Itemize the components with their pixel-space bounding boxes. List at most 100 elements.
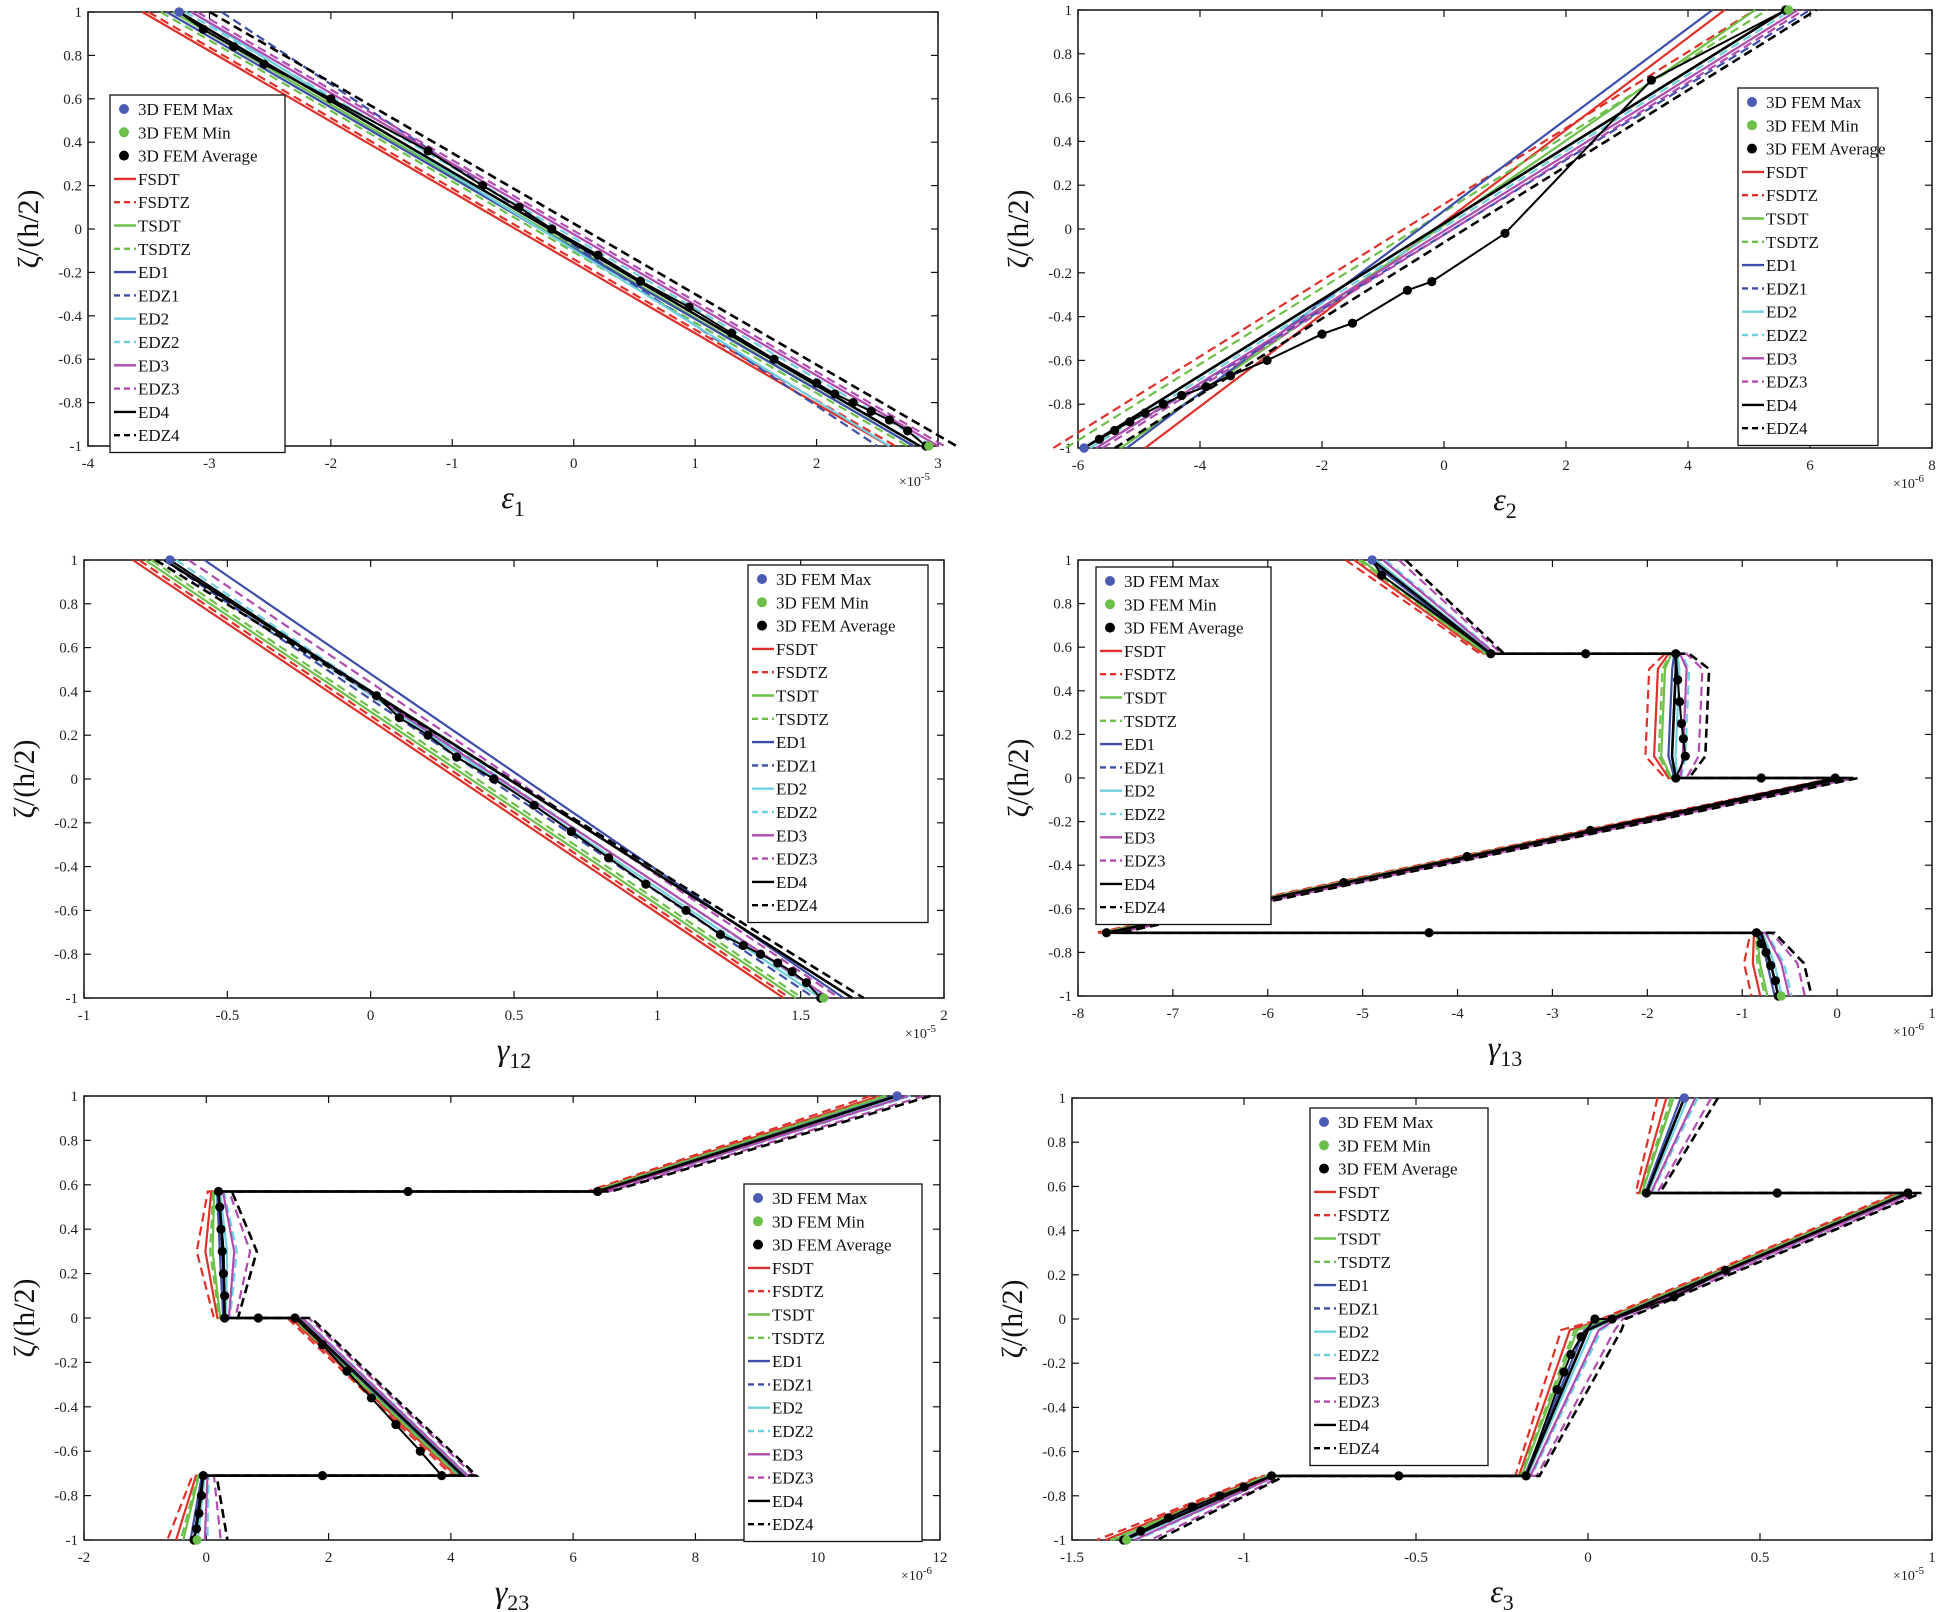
point-fem-average	[635, 276, 646, 286]
y-tick-label: 0	[75, 222, 83, 238]
point-fem-average	[198, 1471, 208, 1481]
series-fsdt	[141, 11, 890, 447]
point-fem-average	[1671, 649, 1681, 659]
y-tick-label: 0.8	[59, 1133, 78, 1149]
point-fem-average	[1347, 318, 1358, 328]
point-fem-min	[1784, 5, 1794, 15]
point-fem-average	[1125, 417, 1135, 427]
legend-label: ED4	[1338, 1416, 1370, 1435]
point-fem-average	[1158, 399, 1168, 409]
point-fem-average	[1576, 1332, 1586, 1342]
point-fem-average	[593, 1186, 603, 1197]
x-exponent-power: -6	[1915, 473, 1925, 485]
legend-label: EDZ1	[1338, 1299, 1380, 1318]
legend-label: FSDTZ	[1338, 1206, 1390, 1225]
y-tick-label: -0.6	[58, 352, 82, 368]
y-tick-label: -0.2	[58, 265, 82, 281]
point-fem-average	[1770, 976, 1781, 986]
series-ed4	[1083, 8, 1787, 450]
y-tick-label: 0.4	[59, 1222, 78, 1238]
x-tick-label: 4	[1684, 458, 1692, 474]
legend-label: EDZ2	[1766, 326, 1808, 345]
x-tick-label: 8	[692, 1550, 700, 1566]
legend-label: EDZ4	[776, 896, 818, 915]
x-exponent: ×10-5	[1893, 1565, 1925, 1584]
legend-marker	[1319, 1140, 1329, 1151]
legend-label: EDZ1	[1766, 279, 1808, 298]
legend-label: FSDTZ	[772, 1282, 824, 1301]
x-tick-label: 1	[691, 456, 699, 472]
point-fem-average	[1239, 1482, 1249, 1492]
legend-label: FSDT	[138, 170, 180, 189]
legend-label: 3D FEM Average	[772, 1236, 892, 1255]
legend-marker	[1319, 1163, 1329, 1174]
point-fem-average	[1552, 1385, 1562, 1395]
y-tick-label: 0.2	[1047, 1268, 1066, 1284]
series-ed4	[163, 558, 853, 1000]
point-fem-average	[715, 929, 726, 940]
x-tick-label: -2	[1641, 1006, 1654, 1022]
legend-label: 3D FEM Min	[776, 593, 869, 612]
point-fem-average	[726, 328, 737, 338]
legend-label: ED3	[138, 356, 169, 375]
x-tick-label: -1	[446, 456, 459, 472]
x-tick-label: -0.5	[215, 1008, 239, 1024]
point-fem-average	[1607, 1314, 1617, 1324]
series-ed1	[1126, 9, 1714, 449]
legend-label: ED2	[138, 310, 169, 329]
x-axis-label-sub: 13	[1500, 1046, 1522, 1071]
y-tick-label: 1	[1065, 553, 1073, 569]
legend-label: TSDT	[1766, 210, 1809, 229]
point-fem-average	[1669, 1292, 1679, 1302]
x-tick-label: 3	[934, 456, 942, 472]
point-fem-average	[371, 691, 381, 701]
legend-box	[1095, 566, 1272, 926]
legend-label: TSDTZ	[776, 710, 829, 729]
point-fem-max	[174, 7, 184, 17]
x-tick-label: 1	[654, 1008, 662, 1024]
y-tick-label: 0.4	[1053, 684, 1072, 700]
legend-label: ED2	[1124, 782, 1155, 801]
point-fem-average	[394, 713, 404, 723]
y-tick-label: 0	[1059, 1312, 1067, 1328]
point-fem-average	[848, 398, 858, 408]
legend-marker	[1105, 576, 1115, 586]
legend-label: 3D FEM Max	[138, 100, 234, 119]
legend-marker	[757, 620, 767, 631]
series-ed2	[1126, 1097, 1910, 1542]
x-tick-label: -7	[1167, 1006, 1180, 1022]
legend-label: TSDT	[1338, 1230, 1381, 1249]
legend-label: ED2	[1338, 1323, 1369, 1342]
point-fem-average	[1641, 1188, 1652, 1198]
x-axis-label-sub: 2	[1506, 498, 1517, 523]
legend-label: EDZ3	[138, 380, 180, 399]
legend-label: 3D FEM Average	[776, 617, 896, 636]
legend-label: 3D FEM Max	[1338, 1113, 1434, 1132]
x-tick-label: 1	[1928, 1006, 1936, 1022]
point-fem-average	[366, 1393, 376, 1403]
legend-label: 3D FEM Max	[772, 1189, 868, 1208]
legend-label: ED3	[1124, 828, 1155, 847]
series-tsdtz	[179, 1094, 885, 1541]
x-tick-label: 2	[325, 1550, 333, 1566]
x-tick-label: -4	[82, 456, 95, 472]
point-fem-average	[755, 949, 766, 959]
legend-label: TSDTZ	[772, 1329, 825, 1348]
x-tick-label: -6	[1262, 1006, 1275, 1022]
series-edz4	[1114, 8, 1817, 450]
point-fem-average	[216, 1224, 226, 1234]
x-tick-label: 8	[1928, 458, 1936, 474]
y-tick-label: -0.2	[1048, 266, 1072, 282]
y-tick-label: 0.4	[59, 684, 78, 700]
legend-label: TSDTZ	[1338, 1253, 1391, 1272]
y-tick-label: 0	[1065, 771, 1073, 787]
legend-label: ED4	[776, 873, 808, 892]
point-fem-average	[1136, 1526, 1146, 1536]
point-fem-average	[529, 800, 539, 810]
x-tick-label: 1.5	[791, 1008, 810, 1024]
point-fem-average	[1262, 355, 1272, 365]
y-tick-label: 0.6	[59, 641, 78, 657]
series-edz3	[187, 559, 840, 999]
point-fem-max	[892, 1091, 902, 1101]
legend-label: 3D FEM Average	[138, 147, 258, 166]
